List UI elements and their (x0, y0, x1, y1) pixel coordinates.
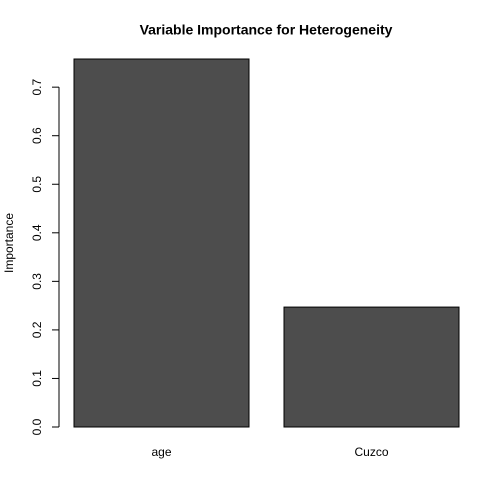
x-tick-label: age (151, 445, 171, 459)
x-tick-label: Cuzco (354, 445, 388, 459)
y-tick-label: 0.0 (30, 418, 44, 435)
y-tick-label: 0.7 (30, 78, 44, 95)
y-tick-label: 0.6 (30, 127, 44, 144)
bar (283, 306, 460, 428)
y-tick-label: 0.3 (30, 273, 44, 290)
bar (73, 58, 250, 428)
chart-title: Variable Importance for Heterogeneity (140, 22, 393, 38)
y-tick-label: 0.2 (30, 321, 44, 338)
y-axis-label: Importance (2, 213, 16, 273)
y-tick-label: 0.4 (30, 224, 44, 241)
y-tick-label: 0.5 (30, 176, 44, 193)
y-tick-label: 0.1 (30, 370, 44, 387)
